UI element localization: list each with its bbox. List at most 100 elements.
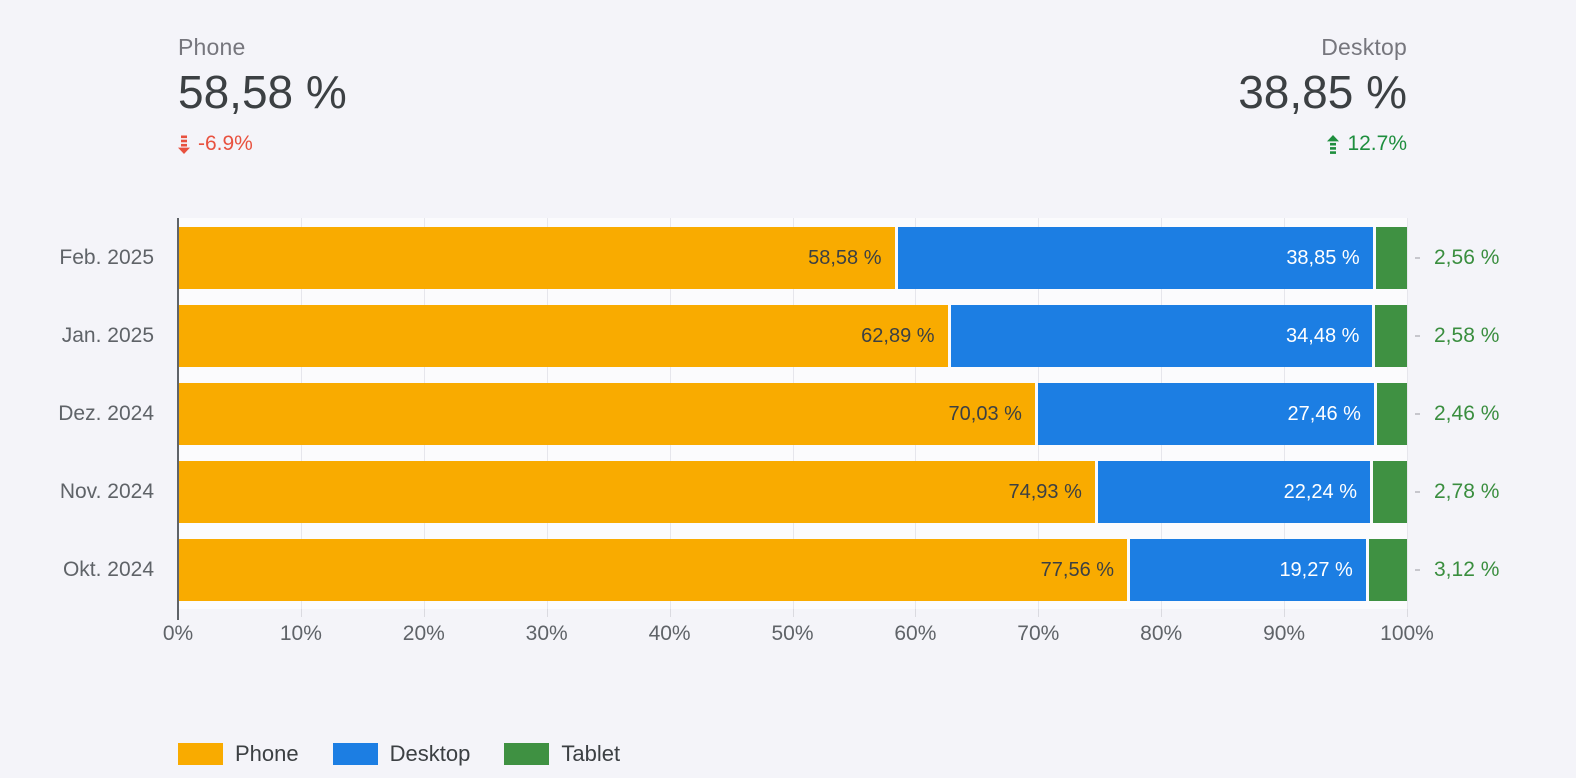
bar-segment-value: 77,56 % <box>1040 558 1115 581</box>
bar-segment-value: 22,24 % <box>1283 480 1357 503</box>
scorecard-phone-title: Phone <box>178 34 246 60</box>
legend-swatch-tablet <box>504 743 550 765</box>
bar-segment-value: 70,03 % <box>948 402 1022 425</box>
y-axis-line <box>177 218 179 609</box>
plot-area: Feb. 2025 58,58 % 38,85 % 2,56 % Jan. 202… <box>0 218 1576 609</box>
category-label: Jan. 2025 <box>61 324 154 347</box>
bar-segment-desktop[interactable]: 22,24 % <box>1097 461 1370 523</box>
legend: Phone Desktop Tablet <box>178 741 1576 767</box>
bar-segment-desktop[interactable]: 34,48 % <box>950 305 1373 367</box>
bar-segment-value: 19,27 % <box>1279 558 1353 581</box>
x-tick-label: 90% <box>1263 622 1306 645</box>
bar-segment-phone[interactable]: 74,93 % <box>178 461 1095 523</box>
x-tick-mark <box>1407 609 1408 617</box>
bar-segment-phone[interactable]: 77,56 % <box>178 539 1128 601</box>
scorecard-phone-change: -6.9% <box>178 131 347 157</box>
bar-segment-tablet[interactable] <box>1375 227 1407 289</box>
bar-segment-phone[interactable]: 58,58 % <box>178 227 895 289</box>
x-tick-mark <box>669 609 671 617</box>
label-leader-line <box>1415 569 1420 571</box>
tablet-value-text: 2,56 % <box>1434 246 1500 269</box>
x-tick-label: 50% <box>771 622 814 645</box>
x-tick-label: 40% <box>648 622 691 645</box>
x-tick-label: 60% <box>894 622 937 645</box>
x-tick-label: 20% <box>402 622 445 645</box>
x-tick-mark <box>546 609 548 617</box>
label-leader-line <box>1415 413 1420 415</box>
stacked-bar: 58,58 % 38,85 % <box>178 227 1407 289</box>
legend-label: Phone <box>235 741 299 766</box>
stacked-bar: 74,93 % 22,24 % <box>178 461 1407 523</box>
bar-segment-tablet[interactable] <box>1368 539 1407 601</box>
bar-segment-phone[interactable]: 62,89 % <box>178 305 948 367</box>
tablet-value-text: 2,58 % <box>1434 324 1500 347</box>
x-tick-label: 10% <box>279 622 322 645</box>
bar-segment-value: 74,93 % <box>1008 480 1082 503</box>
category-label: Dez. 2024 <box>58 402 154 425</box>
bar-row: Dez. 2024 70,03 % 27,46 % 2,46 % <box>0 383 1576 445</box>
x-tick-label: 30% <box>525 622 568 645</box>
x-tick-label: 80% <box>1140 622 1183 645</box>
x-tick-mark <box>177 609 179 620</box>
scorecard-phone-value: 58,58 % <box>178 66 347 118</box>
tablet-value-text: 2,78 % <box>1434 480 1500 503</box>
bar-segment-value: 58,58 % <box>808 246 882 269</box>
category-label: Nov. 2024 <box>59 480 154 503</box>
bar-segment-desktop[interactable]: 27,46 % <box>1037 383 1374 445</box>
x-tick-label: 70% <box>1017 622 1060 645</box>
x-axis: 0% 10% 20% 30% 40% 50% 60% 70% 80% 90% 100% <box>163 609 1434 655</box>
bar-rows: Feb. 2025 58,58 % 38,85 % 2,56 % Jan. 202… <box>0 218 1576 609</box>
scorecard-desktop-title: Desktop <box>1321 34 1407 60</box>
x-tick-mark <box>1161 609 1163 617</box>
outside-value-label: 2,46 % <box>1407 402 1576 426</box>
scorecard-desktop-value: 38,85 % <box>1238 66 1407 118</box>
bar-row: Nov. 2024 74,93 % 22,24 % 2,78 % <box>0 461 1576 523</box>
change-up-arrow-icon <box>1327 134 1340 154</box>
label-leader-line <box>1415 335 1420 337</box>
category-label: Okt. 2024 <box>62 558 154 581</box>
stacked-bar: 70,03 % 27,46 % <box>178 383 1407 445</box>
legend-label: Desktop <box>389 741 471 766</box>
stacked-bar: 62,89 % 34,48 % <box>178 305 1407 367</box>
outside-value-label: 2,78 % <box>1407 480 1576 504</box>
stacked-bar: 77,56 % 19,27 % <box>178 539 1407 601</box>
bar-segment-tablet[interactable] <box>1376 383 1407 445</box>
bar-segment-value: 38,85 % <box>1286 246 1360 269</box>
bar-segment-value: 62,89 % <box>861 324 935 347</box>
bar-segment-tablet[interactable] <box>1375 305 1407 367</box>
bar-row: Jan. 2025 62,89 % 34,48 % 2,58 % <box>0 305 1576 367</box>
scorecard-desktop: Desktop 38,85 % 12.7% <box>1238 33 1407 157</box>
scorecard-phone-change-text: -6.9% <box>198 132 253 155</box>
legend-label: Tablet <box>561 741 621 766</box>
legend-item-tablet[interactable]: Tablet <box>504 741 620 767</box>
legend-item-phone[interactable]: Phone <box>178 741 299 767</box>
bar-segment-value: 34,48 % <box>1286 324 1360 347</box>
bar-segment-desktop[interactable]: 19,27 % <box>1130 539 1366 601</box>
category-label: Feb. 2025 <box>59 246 154 269</box>
scorecard-desktop-change: 12.7% <box>1327 131 1407 157</box>
stacked-bar-chart: Feb. 2025 58,58 % 38,85 % 2,56 % Jan. 202… <box>0 218 1576 767</box>
x-tick-mark <box>423 609 425 617</box>
tablet-value-text: 3,12 % <box>1434 558 1500 581</box>
legend-swatch-phone <box>178 743 223 765</box>
outside-value-label: 2,56 % <box>1407 246 1576 270</box>
x-tick-mark <box>1284 609 1286 617</box>
scorecard-desktop-change-text: 12.7% <box>1347 132 1407 155</box>
x-tick-mark <box>300 609 302 617</box>
scorecard-phone: Phone 58,58 % -6.9% <box>178 33 347 157</box>
outside-value-label: 2,58 % <box>1407 324 1576 348</box>
bar-row: Feb. 2025 58,58 % 38,85 % 2,56 % <box>0 227 1576 289</box>
legend-item-desktop[interactable]: Desktop <box>332 741 471 767</box>
gridline <box>1407 218 1408 609</box>
bar-segment-desktop[interactable]: 38,85 % <box>897 227 1373 289</box>
tablet-value-text: 2,46 % <box>1434 402 1500 425</box>
scorecard-header: Phone 58,58 % -6.9% Desktop 38,85 % <box>0 0 1576 157</box>
x-tick-mark <box>915 609 917 617</box>
label-leader-line <box>1415 257 1420 259</box>
x-tick-mark <box>792 609 794 617</box>
change-down-arrow-icon <box>178 135 190 154</box>
bar-segment-tablet[interactable] <box>1373 461 1407 523</box>
label-leader-line <box>1415 491 1420 493</box>
bar-segment-phone[interactable]: 70,03 % <box>178 383 1035 445</box>
